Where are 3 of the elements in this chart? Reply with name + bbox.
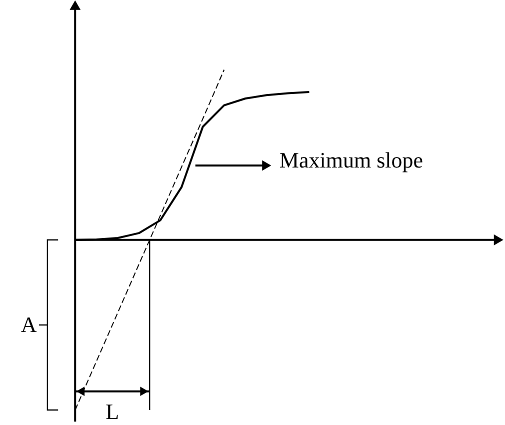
annotation: Maximum slope xyxy=(279,147,424,172)
text: A xyxy=(20,312,37,337)
annotation: L xyxy=(106,399,120,424)
